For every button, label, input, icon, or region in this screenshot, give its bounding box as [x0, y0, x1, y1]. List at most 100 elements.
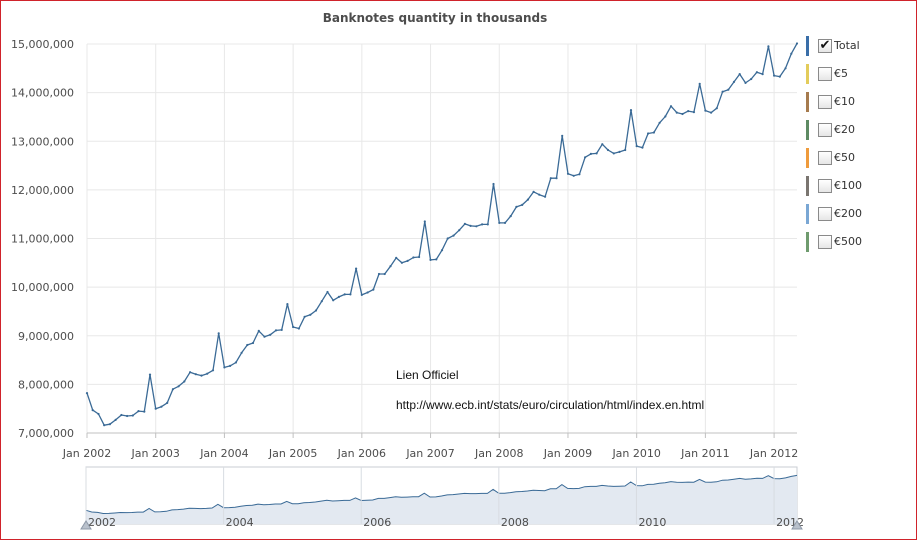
data-point — [337, 295, 340, 298]
data-point — [383, 272, 386, 276]
data-point — [423, 220, 426, 223]
annotation-url[interactable]: http://www.ecb.int/stats/euro/circulatio… — [396, 398, 705, 412]
data-point — [85, 392, 89, 395]
data-point — [715, 107, 718, 110]
legend-item-5[interactable]: €5 — [806, 64, 906, 92]
data-point — [452, 234, 455, 237]
y-tick-label: 13,000,000 — [11, 135, 74, 148]
data-point — [692, 111, 696, 114]
data-point — [698, 82, 701, 85]
data-point — [377, 272, 381, 276]
checkbox-icon[interactable] — [818, 235, 832, 249]
data-point — [790, 52, 793, 55]
data-point — [154, 407, 157, 410]
data-point — [263, 335, 266, 338]
legend-item-200[interactable]: €200 — [806, 204, 906, 232]
data-point — [372, 288, 375, 291]
data-point — [389, 265, 392, 268]
navigator-label: 2010 — [638, 516, 666, 529]
legend-item-100[interactable]: €100 — [806, 176, 906, 204]
legend-label: €500 — [834, 235, 862, 248]
data-point — [647, 132, 650, 135]
data-point — [795, 42, 799, 45]
navigator-right-handle[interactable] — [791, 520, 803, 530]
data-point — [240, 351, 243, 354]
data-point — [280, 328, 283, 331]
legend-swatch — [806, 176, 809, 196]
x-tick-label: Jan 2012 — [749, 447, 798, 460]
legend-item-20[interactable]: €20 — [806, 120, 906, 148]
data-point — [360, 293, 363, 296]
x-tick-label: Jan 2004 — [199, 447, 248, 460]
data-point — [91, 409, 94, 412]
checkbox-icon[interactable] — [818, 67, 832, 81]
data-point — [784, 67, 787, 70]
data-point — [446, 237, 449, 240]
legend: ✔ Total €5 €10 €20 €50 €100 €200 €500 — [806, 36, 906, 260]
data-point — [131, 414, 134, 417]
y-tick-label: 12,000,000 — [11, 184, 74, 197]
data-point — [246, 343, 249, 347]
data-point — [544, 195, 547, 198]
data-point — [469, 224, 472, 227]
data-point — [595, 152, 598, 155]
data-point — [584, 156, 587, 159]
x-tick-label: Jan 2009 — [543, 447, 592, 460]
navigator-area — [86, 475, 797, 524]
data-point — [120, 413, 123, 417]
data-point — [177, 385, 180, 388]
checkbox-icon[interactable] — [818, 179, 832, 193]
legend-item-10[interactable]: €10 — [806, 92, 906, 120]
y-tick-label: 14,000,000 — [11, 87, 74, 100]
legend-item-50[interactable]: €50 — [806, 148, 906, 176]
data-point — [635, 145, 638, 148]
data-point — [114, 418, 117, 421]
main-chart[interactable]: 7,000,000 8,000,000 9,000,000 10,000,000 11,… — [0, 0, 917, 470]
data-point — [704, 109, 707, 112]
data-point — [234, 361, 237, 364]
data-point — [658, 121, 661, 124]
x-tick-label: Jan 2005 — [268, 447, 317, 460]
legend-label: €5 — [834, 67, 848, 80]
data-point — [755, 71, 759, 74]
legend-item-total[interactable]: ✔ Total — [806, 36, 906, 64]
data-point — [555, 177, 558, 180]
data-point — [710, 111, 713, 114]
data-point — [206, 372, 209, 375]
data-point — [429, 258, 432, 261]
data-point — [618, 150, 621, 153]
data-point — [675, 111, 678, 114]
data-point — [578, 173, 581, 176]
data-point — [750, 77, 753, 81]
checkbox-icon[interactable] — [818, 123, 832, 137]
checkbox-icon[interactable] — [818, 151, 832, 165]
navigator-left-handle[interactable] — [80, 520, 92, 530]
y-tick-label: 9,000,000 — [18, 330, 74, 343]
data-point — [418, 255, 421, 259]
legend-label: Total — [834, 39, 860, 52]
data-point — [108, 423, 111, 426]
data-point — [251, 341, 255, 345]
x-tick-label: Jan 2010 — [611, 447, 660, 460]
checkbox-icon[interactable]: ✔ — [818, 38, 832, 53]
data-point — [366, 291, 369, 294]
data-point — [458, 229, 461, 232]
legend-label: €100 — [834, 179, 862, 192]
data-point — [229, 364, 232, 367]
checkbox-icon[interactable] — [818, 207, 832, 221]
x-tick-label: Jan 2003 — [130, 447, 179, 460]
data-point — [435, 258, 438, 261]
legend-label: €200 — [834, 207, 862, 220]
data-point — [217, 332, 220, 335]
data-point — [309, 313, 312, 316]
data-point — [412, 256, 415, 259]
checkbox-icon[interactable] — [818, 95, 832, 109]
data-point — [503, 221, 507, 224]
data-point — [681, 112, 684, 116]
data-point — [732, 80, 736, 83]
legend-item-500[interactable]: €500 — [806, 232, 906, 260]
data-point — [486, 223, 489, 226]
data-point — [326, 290, 329, 294]
data-point — [641, 146, 644, 149]
